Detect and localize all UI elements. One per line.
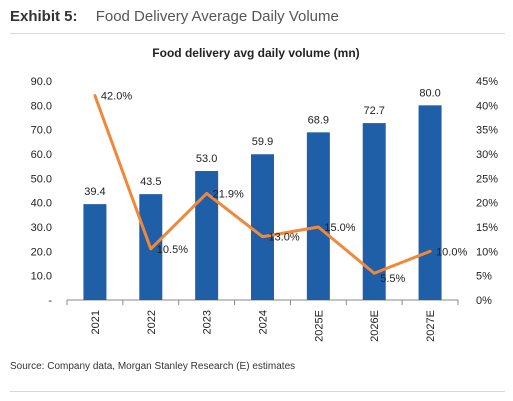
bar-data-label: 68.9 (308, 114, 329, 126)
x-tick-label: 2025E (313, 310, 325, 342)
bar-data-label: 39.4 (84, 186, 105, 198)
y-left-tick-label: 80.0 (31, 100, 52, 112)
y-right-tick-label: 15% (476, 222, 498, 234)
y-left-tick-label: 30.0 (31, 222, 52, 234)
x-tick-label: 2021 (90, 310, 102, 334)
y-right-tick-label: 0% (476, 295, 492, 307)
y-right-tick-label: 40% (476, 100, 498, 112)
y-left-tick-label: 20.0 (31, 246, 52, 258)
bar (195, 171, 219, 300)
bar (83, 204, 107, 300)
chart-title: Food delivery avg daily volume (mn) (152, 46, 359, 60)
x-tick-label: 2024 (258, 310, 270, 334)
y-right-tick-label: 45% (476, 76, 498, 88)
y-left-tick-label: 60.0 (31, 149, 52, 161)
bar-data-label: 43.5 (140, 176, 161, 188)
y-left-tick-label: 50.0 (31, 173, 52, 185)
x-tick-label: 2023 (202, 310, 214, 334)
series-line (93, 94, 432, 275)
line-data-label: 5.5% (380, 273, 405, 285)
bar (362, 123, 386, 300)
exhibit-label: Exhibit 5: (10, 8, 78, 25)
x-tick-label: 2026E (369, 310, 381, 342)
line-data-label: 10.0% (436, 246, 467, 258)
y-right-tick-label: 5% (476, 271, 492, 283)
exhibit-heading: Exhibit 5: Food Delivery Average Daily V… (10, 8, 339, 25)
top-divider (10, 33, 505, 34)
y-left-tick-label: - (48, 295, 52, 307)
line-data-label: 10.5% (157, 244, 188, 256)
line-data-label: 15.0% (324, 222, 355, 234)
y-left-tick-label: 10.0 (31, 271, 52, 283)
line-data-label: 42.0% (101, 91, 132, 103)
y-left-tick-label: 40.0 (31, 198, 52, 210)
x-tick-label: 2027E (425, 310, 437, 342)
y-right-tick-label: 25% (476, 173, 498, 185)
x-tick-label: 2022 (146, 310, 158, 334)
bottom-divider (10, 391, 505, 392)
y-right-tick-label: 10% (476, 246, 498, 258)
bar-data-label: 53.0 (196, 153, 217, 165)
combo-chart: Food delivery avg daily volume (mn) - 10.… (31, 46, 499, 342)
bar-data-label: 72.7 (364, 105, 385, 117)
y-left-tick-label: 90.0 (31, 76, 52, 88)
bar-data-label: 59.9 (252, 136, 273, 148)
exhibit-title: Food Delivery Average Daily Volume (95, 8, 339, 25)
bar (418, 105, 442, 300)
bar (251, 154, 274, 300)
source-note: Source: Company data, Morgan Stanley Res… (10, 361, 296, 372)
bar (306, 132, 330, 300)
y-right-tick-label: 20% (476, 198, 498, 210)
y-left-tick-label: 70.0 (31, 125, 52, 137)
line-data-label: 13.0% (269, 232, 300, 244)
line-data-label: 21.9% (213, 188, 244, 200)
y-right-tick-label: 30% (476, 149, 498, 161)
bar-data-label: 80.0 (419, 87, 440, 99)
y-right-tick-label: 35% (476, 125, 498, 137)
